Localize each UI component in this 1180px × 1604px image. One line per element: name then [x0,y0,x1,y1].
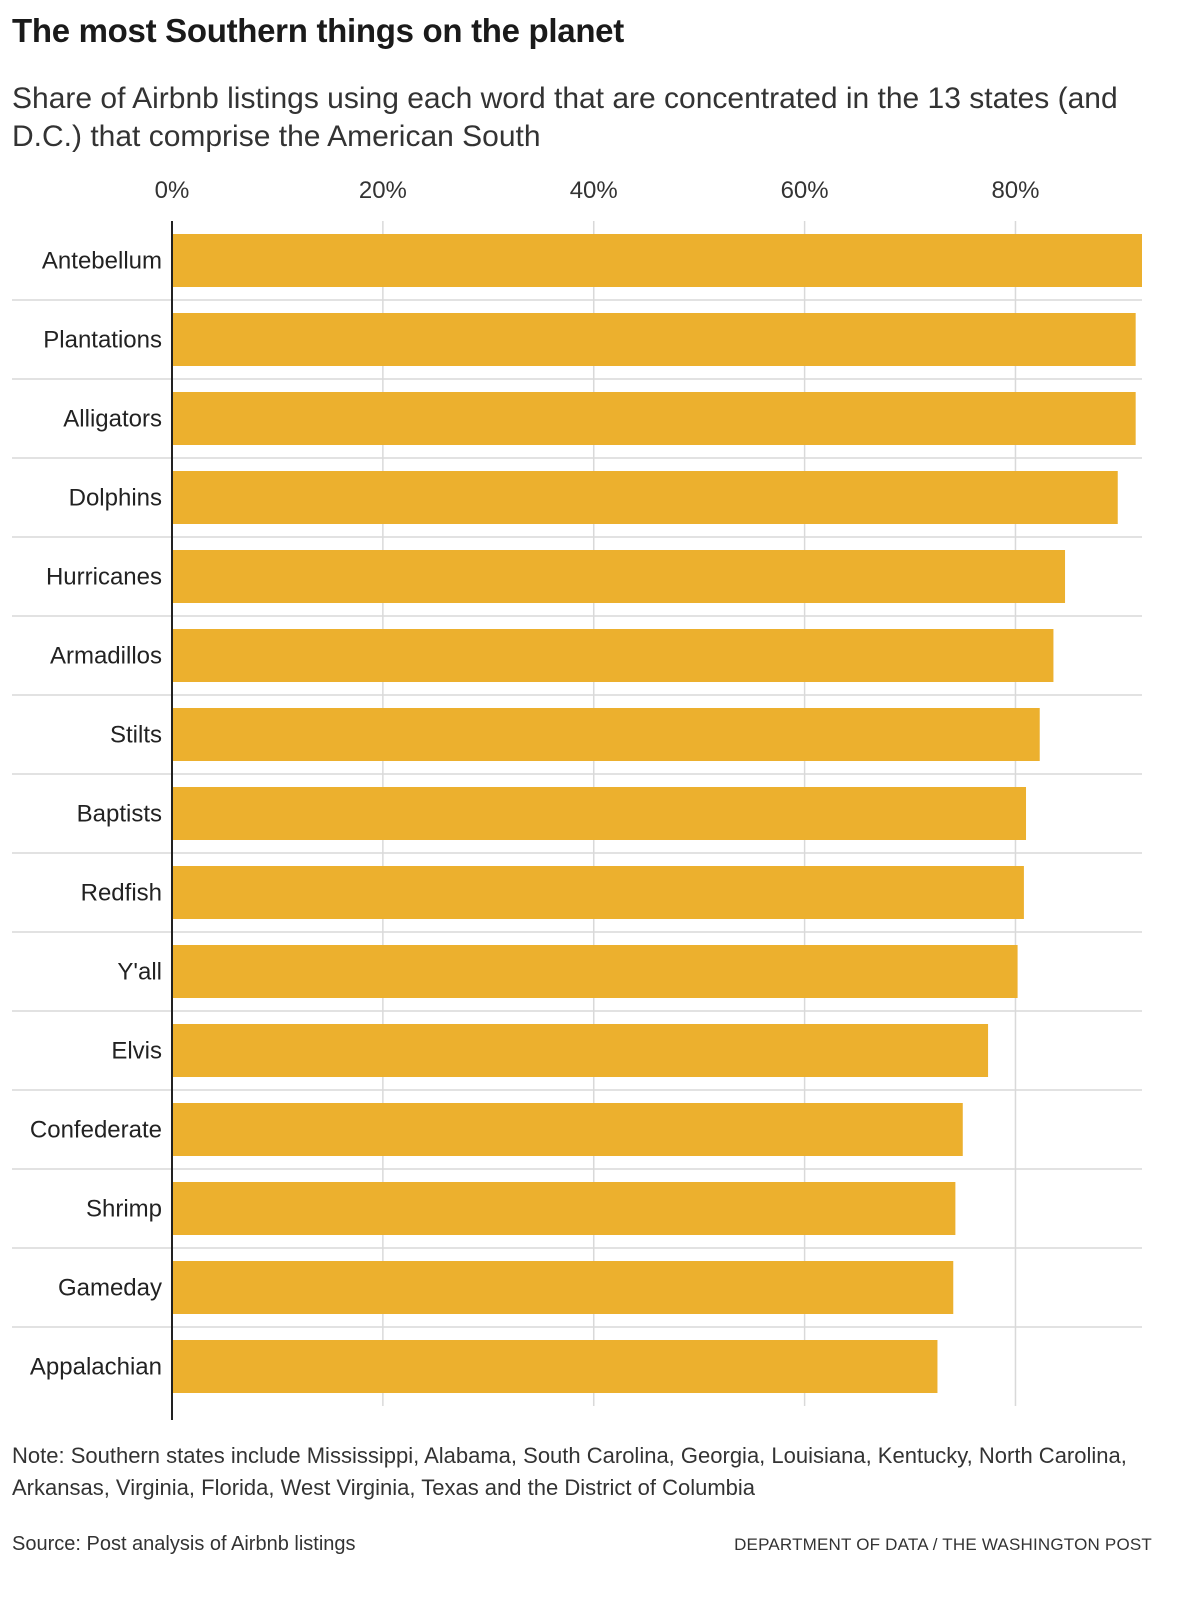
bar [172,787,1027,840]
x-tick-label: 60% [781,177,829,204]
bar [172,550,1066,603]
category-label: Redfish [81,880,162,907]
chart-credit: DEPARTMENT OF DATA / THE WASHINGTON POST [734,1535,1152,1554]
bar [172,629,1054,682]
category-label: Dolphins [69,485,162,512]
category-label: Antebellum [42,248,162,275]
bar [172,1261,954,1314]
bar [172,1103,963,1156]
category-label: Baptists [77,801,162,828]
bar [172,234,1142,287]
category-label: Y'all [117,959,162,986]
category-label: Gameday [58,1275,162,1302]
x-tick-labels: 0% 20% 40% 60% 80% [155,177,1040,204]
category-label: Plantations [43,327,162,354]
category-label: Armadillos [50,643,162,670]
bar [172,708,1040,761]
bar [172,945,1018,998]
bars [172,234,1142,1393]
category-label: Appalachian [30,1354,162,1381]
category-label: Confederate [30,1117,162,1144]
bar [172,313,1136,366]
row-separators [12,299,1142,1328]
bar [172,1182,956,1235]
bar [172,392,1136,445]
x-tick-label: 0% [155,177,190,204]
bar-chart: Antebellum Plantations Alligators Dolphins H… [12,177,1142,1420]
x-tick-label: 80% [991,177,1039,204]
category-label: Shrimp [86,1196,162,1223]
chart-title: The most Southern things on the planet [12,12,624,49]
bar [172,866,1024,919]
category-label: Stilts [110,722,162,749]
x-tick-label: 40% [570,177,618,204]
category-label: Hurricanes [46,564,162,591]
category-label: Elvis [111,1038,162,1065]
category-label: Alligators [63,406,162,433]
bar [172,1024,989,1077]
bar [172,471,1118,524]
chart-note: Note: Southern states include Mississipp… [12,1443,1127,1500]
chart-source: Source: Post analysis of Airbnb listings [12,1533,356,1555]
category-labels: Antebellum Plantations Alligators Dolphins H… [30,248,162,1381]
bar [172,1340,938,1393]
chart-subtitle: Share of Airbnb listings using each word… [12,82,1118,153]
x-tick-label: 20% [359,177,407,204]
